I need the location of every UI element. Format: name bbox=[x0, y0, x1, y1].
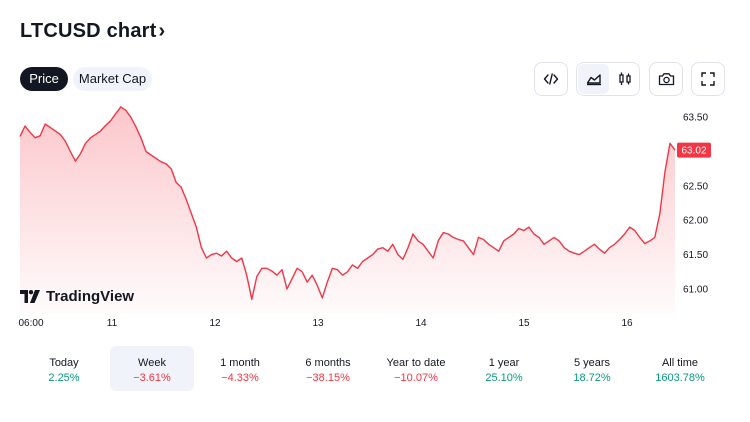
y-tick-label: 61.50 bbox=[683, 250, 708, 261]
range-change: −10.07% bbox=[394, 372, 438, 384]
range-label: Week bbox=[138, 357, 166, 369]
range-change: 1603.78% bbox=[655, 372, 705, 384]
price-area-fill bbox=[20, 106, 675, 314]
range-label: Today bbox=[49, 357, 79, 369]
tradingview-brand-text: TradingView bbox=[46, 288, 135, 305]
x-tick-label: 15 bbox=[518, 318, 530, 329]
y-tick-label: 62.00 bbox=[683, 216, 708, 227]
range-today[interactable]: Today 2.25% bbox=[22, 346, 106, 391]
tab-price[interactable]: Price bbox=[20, 67, 68, 91]
range-label: All time bbox=[661, 357, 699, 369]
snapshot-tool-group bbox=[649, 62, 683, 96]
current-price-badge: 63.02 bbox=[677, 142, 711, 158]
range-6-months[interactable]: 6 months −38.15% bbox=[286, 346, 370, 391]
fullscreen-icon[interactable] bbox=[692, 63, 724, 95]
x-tick-label: 06:00 bbox=[18, 318, 43, 329]
tradingview-watermark: TradingView bbox=[20, 288, 134, 305]
range-change: −38.15% bbox=[306, 372, 350, 384]
range-change: 25.10% bbox=[485, 372, 523, 384]
range-label: Year to date bbox=[386, 357, 446, 369]
range-label: 1 year bbox=[488, 357, 520, 369]
price-line bbox=[19, 106, 676, 300]
area-chart-icon[interactable] bbox=[578, 64, 609, 94]
range-5-years[interactable]: 5 years 18.72% bbox=[550, 346, 634, 391]
chevron-right-icon[interactable]: › bbox=[158, 20, 166, 42]
range-change: −4.33% bbox=[221, 372, 259, 384]
range-label: 5 years bbox=[573, 357, 611, 369]
chart-type-group bbox=[576, 62, 640, 96]
time-range-selector: Today 2.25% Week −3.61% 1 month −4.33% 6 mo… bbox=[12, 346, 736, 392]
x-tick-label: 12 bbox=[209, 318, 221, 329]
range-change: −3.61% bbox=[133, 372, 171, 384]
current-price-label: 63.02 bbox=[681, 146, 706, 157]
code-embed-icon[interactable] bbox=[535, 63, 567, 95]
fullscreen-tool-group bbox=[691, 62, 725, 96]
range-1-year[interactable]: 1 year 25.10% bbox=[462, 346, 546, 391]
range-week[interactable]: Week −3.61% bbox=[110, 346, 194, 391]
x-tick-label: 14 bbox=[415, 318, 427, 329]
y-tick-label: 61.00 bbox=[683, 284, 708, 295]
range-label: 6 months bbox=[305, 357, 351, 369]
range-year-to-date[interactable]: Year to date −10.07% bbox=[374, 346, 458, 391]
page-title[interactable]: LTCUSD chart › bbox=[20, 20, 165, 43]
embed-tool-group bbox=[534, 62, 568, 96]
chart-title[interactable]: LTCUSD chart bbox=[20, 20, 157, 42]
x-tick-label: 13 bbox=[312, 318, 324, 329]
y-tick-label: 63.50 bbox=[683, 113, 708, 124]
camera-icon[interactable] bbox=[650, 63, 682, 95]
range-all-time[interactable]: All time 1603.78% bbox=[638, 346, 722, 391]
x-tick-label: 11 bbox=[107, 318, 118, 329]
x-tick-label: 16 bbox=[621, 318, 633, 329]
candlestick-icon[interactable] bbox=[609, 63, 640, 95]
y-tick-label: 62.50 bbox=[683, 181, 708, 192]
tradingview-logo-icon bbox=[20, 290, 40, 303]
tab-market-cap[interactable]: Market Cap bbox=[73, 67, 152, 91]
range-label: 1 month bbox=[220, 357, 260, 369]
range-change: 2.25% bbox=[48, 372, 80, 384]
range-1-month[interactable]: 1 month −4.33% bbox=[198, 346, 282, 391]
range-change: 18.72% bbox=[573, 372, 611, 384]
